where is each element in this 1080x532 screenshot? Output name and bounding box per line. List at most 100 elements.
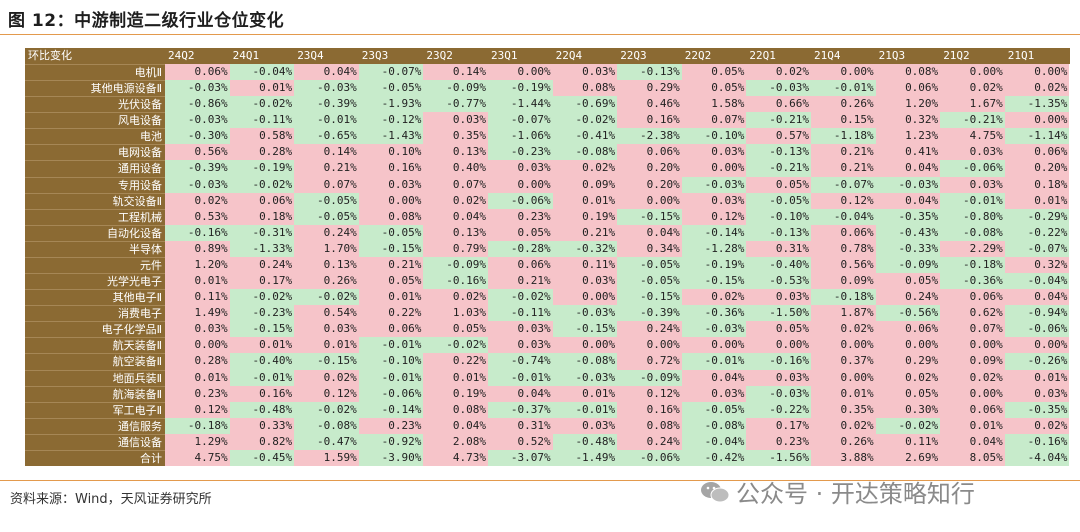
table-cell: 0.06% [617, 144, 682, 161]
table-cell: 0.35% [423, 128, 488, 145]
table-cell: -0.19% [229, 160, 295, 177]
table-cell: -0.08% [940, 224, 1005, 241]
table-cell: 0.23% [488, 208, 553, 225]
row-label: 电子化学品Ⅱ [25, 321, 165, 338]
table-cell: -2.38% [617, 128, 682, 145]
table-cell: -0.01% [940, 192, 1005, 209]
table-cell: 0.05% [488, 224, 553, 241]
table-cell: -1.06% [488, 128, 553, 145]
table-cell: 0.23% [358, 417, 424, 434]
table-cell: 0.03% [1004, 385, 1070, 402]
table-cell: 0.12% [165, 401, 230, 418]
row-label: 航天装备Ⅱ [25, 337, 165, 354]
table-cell: -0.04% [1004, 273, 1070, 290]
table-cell: 0.32% [875, 112, 941, 129]
table-cell: 0.33% [229, 417, 295, 434]
table-cell: 0.62% [940, 305, 1005, 322]
table-cell: -0.15% [617, 208, 682, 225]
table-cell: 0.79% [423, 240, 488, 257]
table-cell: 0.30% [875, 401, 941, 418]
table-cell: 0.06% [165, 64, 230, 81]
table-cell: -0.40% [746, 256, 811, 274]
table-cell: -0.05% [358, 224, 424, 241]
table-cell: 0.03% [488, 337, 553, 354]
table-cell: 0.01% [229, 337, 295, 354]
table-cell: -0.11% [229, 112, 295, 129]
table-cell: 0.00% [1004, 112, 1070, 129]
table-cell: 0.05% [423, 321, 488, 338]
table-cell: 0.12% [617, 385, 682, 402]
column-header: 21Q3 [878, 49, 906, 62]
table-cell: -0.05% [617, 256, 682, 274]
table-cell: 0.34% [617, 240, 682, 257]
table-cell: 0.13% [294, 256, 359, 274]
table-cell: 0.00% [940, 64, 1005, 81]
row-label: 电机Ⅱ [25, 64, 165, 81]
table-cell: 0.00% [940, 385, 1005, 402]
table-cell: 0.00% [617, 337, 682, 354]
table-cell: -1.18% [811, 128, 876, 145]
table-cell: -0.03% [552, 369, 618, 386]
table-cell: 0.46% [617, 96, 682, 113]
table-cell: -0.47% [294, 433, 359, 450]
table-cell: -0.43% [875, 224, 941, 241]
table-cell: -0.39% [294, 96, 359, 113]
table-cell: -0.01% [681, 353, 747, 370]
table-cell: 0.23% [165, 385, 230, 402]
bottom-rule [0, 480, 1080, 481]
table-cell: 0.02% [1004, 80, 1070, 97]
table-cell: 0.01% [1004, 192, 1070, 209]
table-cell: 0.21% [552, 224, 618, 241]
table-cell: 0.00% [681, 337, 747, 354]
table-cell: -0.02% [488, 289, 553, 306]
column-header: 22Q4 [555, 49, 583, 62]
table-cell: 0.02% [811, 417, 876, 434]
table-cell: -0.05% [746, 192, 811, 209]
table-cell: -0.19% [681, 256, 747, 274]
table-cell: 0.05% [875, 385, 941, 402]
table-cell: 0.56% [811, 256, 876, 274]
table-cell: -0.01% [358, 337, 424, 354]
table-cell: -1.35% [1004, 96, 1070, 113]
table-cell: 0.04% [940, 433, 1005, 450]
row-label: 消费电子 [25, 305, 165, 322]
table-cell: 0.05% [681, 64, 747, 81]
table-cell: 0.26% [294, 273, 359, 290]
table-cell: 0.04% [488, 385, 553, 402]
table-cell: 0.02% [165, 192, 230, 209]
table-cell: -0.05% [681, 401, 747, 418]
table-cell: 1.20% [875, 96, 941, 113]
table-cell: 0.31% [746, 240, 811, 257]
table-cell: -0.03% [681, 176, 747, 193]
row-label: 通信服务 [25, 417, 165, 434]
table-cell: 0.11% [875, 433, 941, 450]
table-cell: -0.02% [229, 176, 295, 193]
table-cell: 0.05% [358, 273, 424, 290]
table-cell: -0.01% [552, 401, 618, 418]
table-cell: -0.13% [746, 224, 811, 241]
table-cell: -0.15% [229, 321, 295, 338]
column-header: 22Q3 [620, 49, 647, 62]
table-cell: 0.00% [1004, 64, 1070, 81]
row-label: 航海装备Ⅱ [25, 385, 165, 402]
table-cell: 0.15% [811, 112, 876, 129]
table-cell: -0.13% [746, 144, 811, 161]
table-cell: 0.04% [423, 208, 488, 225]
row-label: 工程机械 [25, 208, 165, 225]
table-cell: 0.06% [358, 321, 424, 338]
table-cell: 0.03% [746, 289, 811, 306]
table-cell: 0.58% [229, 128, 295, 145]
column-header: 22Q1 [749, 49, 776, 62]
table-cell: -0.07% [488, 112, 553, 129]
table-cell: 0.06% [875, 80, 941, 97]
table-cell: 0.12% [294, 385, 359, 402]
table-cell: 0.03% [552, 273, 618, 290]
table-cell: -0.02% [229, 96, 295, 113]
column-header: 21Q1 [1007, 49, 1035, 62]
table-cell: 0.02% [1004, 417, 1070, 434]
table-cell: 1.23% [875, 128, 941, 145]
table-cell: 0.11% [165, 289, 230, 306]
table-cell: 0.06% [1004, 144, 1070, 161]
table-cell: 0.02% [423, 192, 488, 209]
table-cell: 0.24% [229, 256, 295, 274]
